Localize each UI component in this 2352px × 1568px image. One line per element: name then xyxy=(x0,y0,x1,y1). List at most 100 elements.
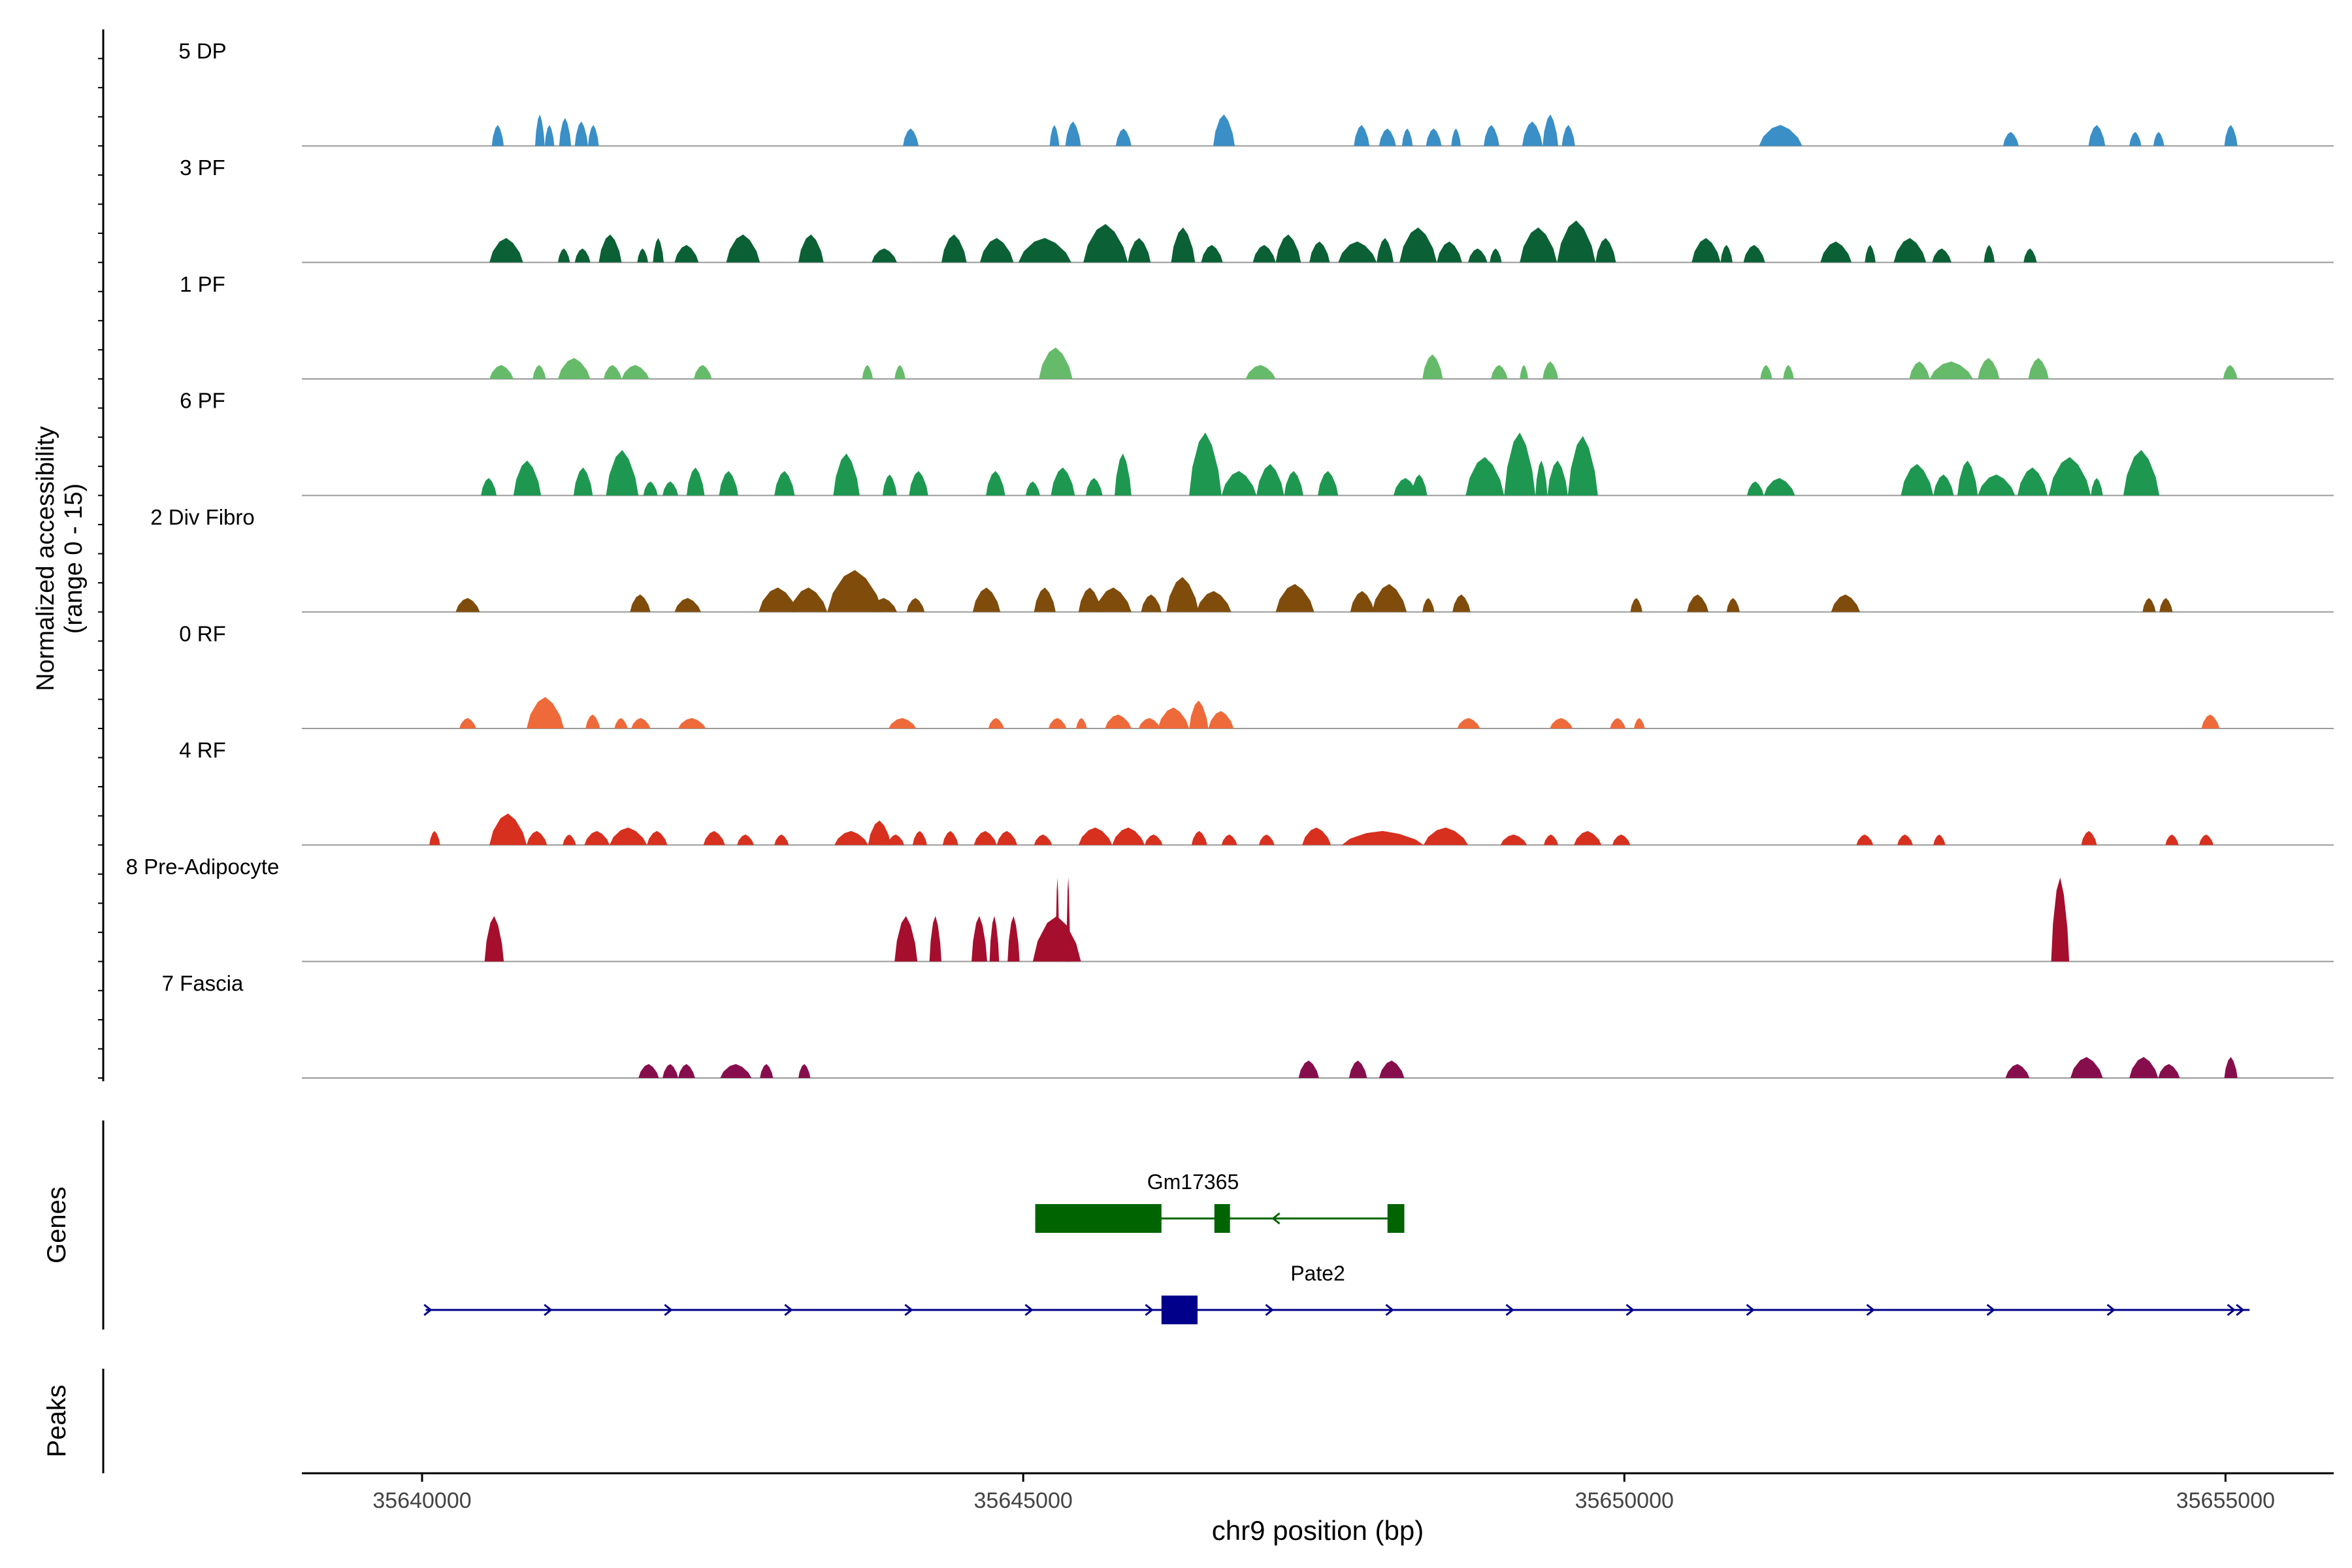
coverage-peak xyxy=(1543,114,1559,146)
coverage-peak xyxy=(2158,1064,2180,1078)
coverage-peak xyxy=(1468,248,1488,263)
coverage-peak xyxy=(2129,1056,2159,1078)
track-1-pf: 1 PF xyxy=(180,272,2334,380)
coverage-peak xyxy=(1573,830,1602,845)
x-axis: 35640000 35645000 35650000 35655000 xyxy=(302,1472,2334,1513)
coverage-peak xyxy=(912,830,927,845)
coverage-peak xyxy=(1258,834,1275,845)
track-2-div-fibro: 2 Div Fibro xyxy=(150,505,2334,613)
coverage-peak xyxy=(1049,125,1060,146)
strand-arrow xyxy=(1866,1303,1875,1316)
coverage-peak xyxy=(1426,128,1442,146)
coverage-peak xyxy=(1065,121,1081,146)
coverage-peak xyxy=(1341,830,1424,845)
track-7-fascia: 7 Fascia xyxy=(162,971,2334,1079)
coverage-peak xyxy=(834,830,868,845)
coverage-peak xyxy=(882,474,897,496)
strand-arrow xyxy=(1505,1303,1514,1316)
coverage-peak xyxy=(491,125,504,146)
coverage-peak xyxy=(1105,714,1132,728)
coverage-peak xyxy=(889,717,917,728)
coverage-peak xyxy=(678,717,706,728)
coverage-peak xyxy=(1115,128,1132,146)
coverage-peak xyxy=(703,830,725,845)
coverage-peak xyxy=(678,1064,695,1078)
coverage-peak xyxy=(1377,238,1394,263)
coverage-peak xyxy=(989,916,1000,962)
strand-arrow xyxy=(2236,1303,2245,1316)
track-label: 8 Pre-Adipocyte xyxy=(126,855,280,879)
coverage-peak xyxy=(1929,361,1973,379)
coverage-peak xyxy=(719,470,739,496)
coverage-peak xyxy=(2159,598,2173,612)
coverage-peak xyxy=(833,453,860,496)
coverage-peak xyxy=(1379,128,1396,146)
coverage-peak xyxy=(720,1064,752,1078)
coverage-peak xyxy=(1141,594,1162,612)
coverage-peak xyxy=(2017,467,2048,496)
track-label: 6 PF xyxy=(180,389,225,413)
coverage-peak xyxy=(903,128,919,146)
coverage-peak xyxy=(1318,470,1339,496)
coverage-peak xyxy=(2201,714,2220,728)
coverage-peak xyxy=(1051,467,1075,496)
coverage-peak xyxy=(1166,577,1199,612)
coverage-peak xyxy=(1465,457,1505,496)
coverage-peak xyxy=(1085,478,1103,496)
coverage-peak xyxy=(1158,707,1190,728)
coverage-peak xyxy=(798,234,824,263)
coverage-peak xyxy=(1411,474,1428,496)
coverage-peak xyxy=(610,827,647,845)
coverage-peak xyxy=(1399,227,1437,263)
coverage-peak xyxy=(643,481,658,496)
coverage-peak xyxy=(1901,464,1934,496)
coverage-peak xyxy=(1171,227,1196,263)
coverage-peak xyxy=(2088,125,2106,146)
coverage-peak xyxy=(532,365,546,379)
strand-arrow xyxy=(544,1303,553,1316)
coverage-peak xyxy=(481,478,497,496)
coverage-peak xyxy=(1691,238,1721,263)
coverage-peak xyxy=(544,125,555,146)
coverage-peak xyxy=(1196,591,1232,612)
coverage-peak xyxy=(662,481,678,496)
track-5-dp: 5 DP xyxy=(178,39,2334,147)
coverage-peak xyxy=(1437,241,1462,263)
track-3-pf: 3 PF xyxy=(180,155,2334,263)
coverage-peak xyxy=(2028,357,2049,379)
coverage-peak xyxy=(1066,877,1070,962)
x-tick-label: 35640000 xyxy=(372,1488,471,1513)
coverage-peak xyxy=(1078,827,1113,845)
coverage-peak xyxy=(759,587,798,612)
coverage-peak xyxy=(1457,717,1480,728)
coverage-peak xyxy=(1422,598,1435,612)
coverage-peak xyxy=(1128,238,1151,263)
coverage-peak xyxy=(774,470,795,496)
strand-arrow xyxy=(1986,1303,1995,1316)
coverage-peak xyxy=(574,121,588,146)
coverage-peak xyxy=(2153,131,2164,146)
coverage-peak xyxy=(1933,834,1946,845)
coverage-peak xyxy=(1083,223,1128,263)
coverage-peak xyxy=(870,598,897,612)
coverage-peak xyxy=(1201,244,1223,263)
strand-arrow xyxy=(664,1303,673,1316)
coverage-peak xyxy=(1025,481,1040,496)
coverage-peak xyxy=(1543,834,1559,845)
strand-arrow xyxy=(2227,1303,2236,1316)
coverage-peak xyxy=(894,365,906,379)
coverage-peak xyxy=(1610,717,1626,728)
coverage-peak xyxy=(996,830,1017,845)
coverage-peak xyxy=(1191,830,1207,845)
coverage-peak xyxy=(1379,1060,1405,1078)
coverage-peak xyxy=(1547,460,1568,496)
coverage-peak xyxy=(2051,877,2070,962)
coverage-peak xyxy=(1018,238,1071,263)
coverage-peak xyxy=(1490,248,1502,263)
coverage-peak xyxy=(942,830,958,845)
coverage-peak xyxy=(1112,827,1145,845)
coverage-peak xyxy=(1831,594,1860,612)
coverage-peak xyxy=(1865,244,1876,263)
coverage-peak xyxy=(1076,717,1087,728)
track-6-pf: 6 PF xyxy=(180,389,2334,497)
